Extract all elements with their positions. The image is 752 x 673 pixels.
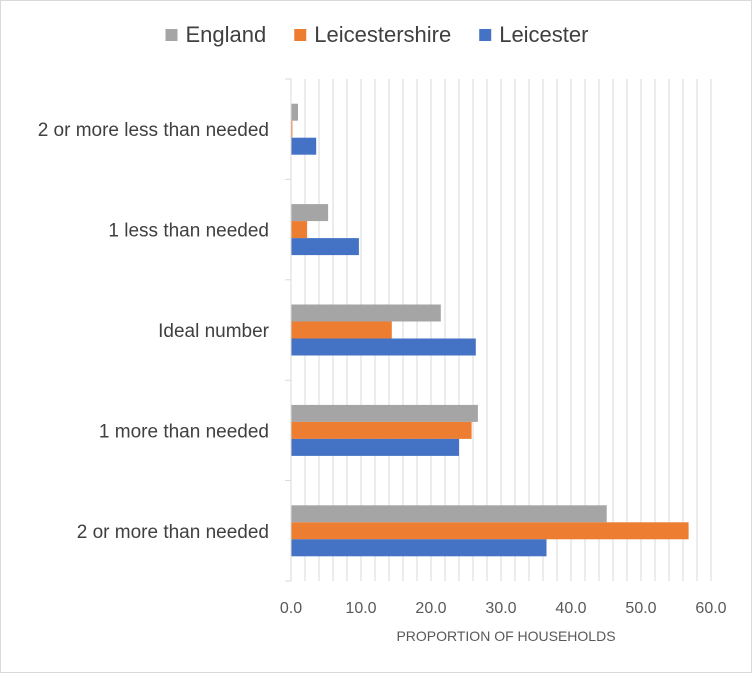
category-label: 2 or more less than needed	[38, 120, 269, 141]
x-tick-label: 30.0	[485, 600, 516, 617]
bar-leicestershire	[291, 221, 308, 239]
x-tick-label: 50.0	[625, 600, 656, 617]
category-label: 1 more than needed	[99, 421, 269, 442]
legend-label: Leicestershire	[314, 22, 451, 47]
bar-leicester	[291, 338, 476, 356]
legend-swatch	[165, 29, 178, 41]
bar-leicestershire	[291, 321, 392, 339]
legend-label: Leicester	[499, 22, 588, 47]
category-label: Ideal number	[158, 321, 270, 342]
bar-group	[291, 204, 359, 256]
x-tick-label: 10.0	[345, 600, 376, 617]
bar-leicestershire	[291, 522, 689, 540]
value-axis: 0.0 10.0 20.0 30.0 40.0 50.0 60.0	[280, 600, 727, 617]
legend: England Leicestershire Leicester	[165, 22, 588, 47]
bar-leicester	[291, 137, 317, 155]
bar-leicestershire	[291, 120, 293, 138]
bars	[291, 103, 689, 557]
legend-swatch	[294, 29, 307, 41]
bar-leicester	[291, 238, 359, 256]
x-tick-label: 20.0	[415, 600, 446, 617]
bar-group	[291, 103, 317, 155]
bar-leicestershire	[291, 421, 472, 439]
gridlines	[304, 79, 712, 581]
bar-group	[291, 404, 478, 456]
x-axis-title: PROPORTION OF HOUSEHOLDS	[396, 628, 615, 644]
x-tick-label: 60.0	[695, 600, 726, 617]
legend-label: England	[186, 22, 267, 47]
bar-group	[291, 304, 476, 356]
bar-england	[291, 304, 441, 322]
category-label: 1 less than needed	[108, 221, 269, 242]
legend-item-england: England	[165, 22, 267, 47]
bar-leicester	[291, 539, 547, 557]
x-tick-label: 0.0	[280, 600, 302, 617]
legend-item-leicestershire: Leicestershire	[294, 22, 451, 47]
legend-item-leicester: Leicester	[479, 22, 588, 47]
bar-england	[291, 404, 478, 422]
bar-england	[291, 505, 607, 523]
category-label: 2 or more than needed	[77, 522, 269, 543]
bar-group	[291, 505, 689, 557]
bar-leicester	[291, 438, 459, 456]
legend-swatch	[479, 29, 492, 41]
bar-england	[291, 204, 329, 222]
x-tick-label: 40.0	[555, 600, 586, 617]
category-axis: 2 or more less than needed 1 less than ne…	[38, 78, 292, 582]
bar-england	[291, 103, 298, 121]
